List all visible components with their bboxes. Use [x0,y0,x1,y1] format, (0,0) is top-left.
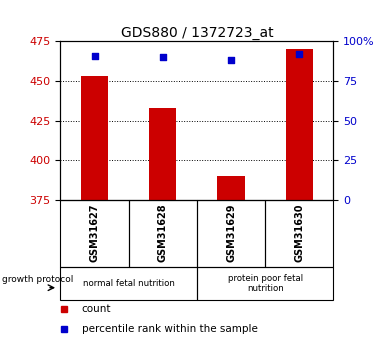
Point [228,58,234,63]
Bar [218,176,245,200]
Text: GSM31627: GSM31627 [90,203,99,262]
Text: GSM31629: GSM31629 [226,203,236,262]
Text: GSM31628: GSM31628 [158,203,168,262]
Title: GDS880 / 1372723_at: GDS880 / 1372723_at [121,26,273,40]
Text: normal fetal nutrition: normal fetal nutrition [83,279,175,288]
Text: percentile rank within the sample: percentile rank within the sample [82,324,257,334]
Bar [285,49,313,200]
Text: protein poor fetal
nutrition: protein poor fetal nutrition [228,274,303,294]
Point [91,53,98,58]
Text: count: count [82,305,111,314]
Text: GSM31630: GSM31630 [294,203,304,262]
Text: growth protocol: growth protocol [2,275,74,284]
Bar [149,108,177,200]
Point [160,55,166,60]
Bar [81,76,108,200]
Point [296,51,303,57]
